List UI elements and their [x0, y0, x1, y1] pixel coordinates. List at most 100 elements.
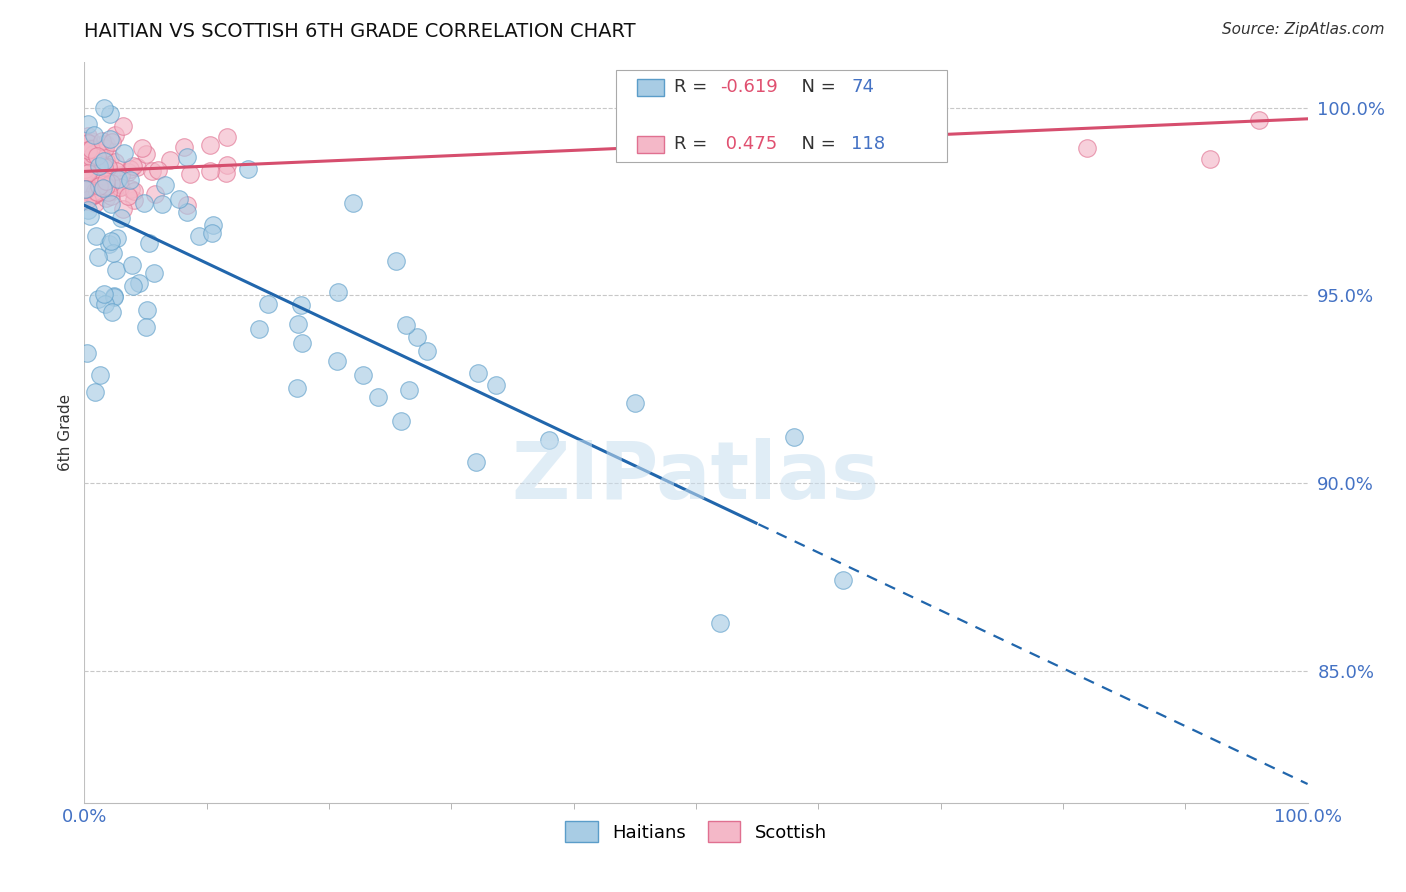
Point — [93, 287, 115, 301]
Point — [77, 172, 100, 186]
Point — [1247, 112, 1270, 127]
Point — [538, 433, 561, 447]
Point — [90, 171, 112, 186]
Point — [215, 166, 238, 180]
Point — [122, 279, 145, 293]
Point — [406, 330, 429, 344]
Point — [73, 190, 96, 204]
Text: 0.475: 0.475 — [720, 135, 778, 153]
Point — [83, 128, 105, 142]
Point — [179, 167, 201, 181]
Point — [176, 150, 198, 164]
Point — [90, 150, 112, 164]
Point — [150, 197, 173, 211]
Point — [82, 188, 104, 202]
Point — [117, 188, 139, 202]
Point — [110, 211, 132, 226]
Point — [96, 178, 118, 193]
Point — [120, 182, 142, 196]
Text: N =: N = — [790, 78, 842, 95]
Point — [91, 152, 114, 166]
Point — [76, 193, 98, 207]
Point — [87, 250, 110, 264]
Point — [176, 204, 198, 219]
Point — [83, 184, 105, 198]
Point — [107, 231, 129, 245]
Point — [73, 181, 96, 195]
Point — [104, 164, 127, 178]
Point — [326, 354, 349, 368]
Point — [104, 180, 127, 194]
Point — [111, 202, 134, 217]
Point — [122, 193, 145, 207]
Point — [132, 195, 155, 210]
Point — [79, 209, 101, 223]
Point — [89, 179, 111, 194]
Point — [86, 185, 108, 199]
Point — [84, 161, 107, 176]
Point — [73, 161, 96, 176]
Point — [103, 246, 125, 260]
Point — [86, 149, 108, 163]
Point — [103, 290, 125, 304]
Point — [1198, 153, 1220, 167]
Point — [1076, 141, 1098, 155]
Point — [79, 145, 101, 160]
Point — [111, 119, 134, 133]
Point — [75, 169, 97, 184]
Point — [97, 161, 120, 175]
Point — [96, 137, 118, 152]
Point — [101, 305, 124, 319]
Point — [122, 184, 145, 198]
Point — [467, 366, 489, 380]
Point — [110, 180, 132, 194]
Point — [77, 166, 100, 180]
Point — [104, 154, 127, 169]
Point — [138, 235, 160, 250]
Point — [120, 173, 142, 187]
Point — [485, 378, 508, 392]
Point — [783, 430, 806, 444]
Text: ZIPatlas: ZIPatlas — [512, 438, 880, 516]
Point — [98, 132, 121, 146]
Text: Source: ZipAtlas.com: Source: ZipAtlas.com — [1222, 22, 1385, 37]
Point — [94, 141, 117, 155]
Point — [105, 263, 128, 277]
Point — [290, 298, 312, 312]
Point — [128, 276, 150, 290]
Point — [326, 285, 349, 300]
Point — [77, 147, 100, 161]
Point — [84, 160, 107, 174]
Point — [80, 142, 103, 156]
Point — [110, 177, 132, 191]
Point — [97, 162, 120, 177]
Point — [146, 163, 169, 178]
Point — [91, 173, 114, 187]
Point — [87, 154, 110, 169]
Point — [98, 151, 121, 165]
Text: -0.619: -0.619 — [720, 78, 778, 95]
Point — [73, 186, 96, 200]
Point — [79, 176, 101, 190]
Point — [709, 616, 731, 631]
Point — [352, 368, 374, 383]
Point — [285, 381, 308, 395]
Point — [112, 146, 135, 161]
Point — [100, 135, 122, 149]
Point — [75, 161, 97, 176]
Point — [77, 180, 100, 194]
Point — [89, 368, 111, 382]
Point — [103, 128, 125, 142]
Point — [77, 163, 100, 178]
Point — [93, 178, 115, 192]
Point — [143, 266, 166, 280]
Point — [135, 147, 157, 161]
Point — [464, 455, 486, 469]
Point — [136, 302, 159, 317]
Point — [84, 228, 107, 243]
Point — [367, 390, 389, 404]
Text: N =: N = — [790, 135, 842, 153]
FancyBboxPatch shape — [616, 70, 946, 162]
Point — [76, 202, 98, 217]
Point — [77, 145, 100, 159]
